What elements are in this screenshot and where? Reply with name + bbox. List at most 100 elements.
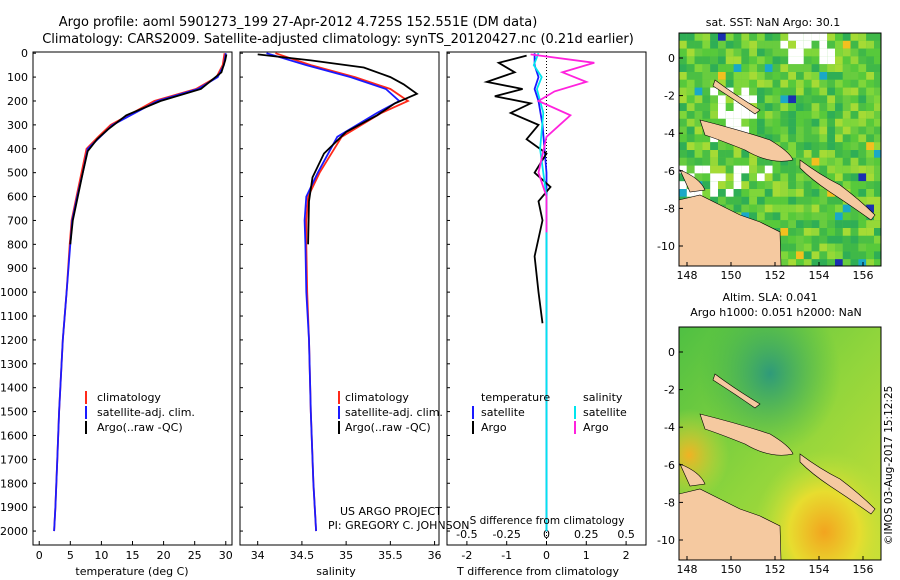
sst-cell [819, 64, 828, 72]
sst-cell [796, 220, 804, 228]
sst-cell [827, 87, 835, 96]
sst-cell [741, 118, 750, 127]
sst-cell [858, 165, 867, 174]
sst-cell [718, 33, 726, 41]
sst-cell [788, 204, 796, 213]
sst-cell [866, 33, 874, 41]
sst-cell [788, 150, 796, 158]
sst-cell [819, 79, 828, 88]
sla-map-title1: Altim. SLA: 0.041 [722, 291, 817, 304]
sst-cell [874, 204, 881, 213]
sst-cell [811, 259, 820, 266]
sst-cell [741, 189, 750, 197]
sst-cell [835, 134, 843, 143]
sst-cell [710, 142, 718, 150]
x-tick-label: 34.5 [290, 549, 315, 562]
depth-tick-label: 400 [7, 143, 28, 156]
sst-cell [835, 48, 843, 57]
sst-map-axes: 148 150 152 154 156 0 -2 -4 -6 -8 -10 [657, 52, 873, 282]
sst-cell [874, 157, 881, 166]
sst-cell [803, 212, 812, 221]
sst-cell [694, 72, 703, 80]
sst-cell [710, 150, 718, 158]
sst-cell [858, 228, 867, 236]
sst-cell [764, 48, 773, 57]
sst-cell [725, 150, 734, 158]
sst-cell [710, 95, 718, 104]
sst-cell [710, 87, 718, 96]
x-tick-label: 30 [219, 549, 233, 562]
sst-cell [819, 157, 828, 166]
sst-cell [764, 220, 773, 228]
salinity-x-axis: 34 34.5 35 35.5 36 [251, 541, 442, 562]
sst-cell [796, 126, 804, 135]
legend-temperature-title: temperature [481, 391, 550, 404]
sst-cell [718, 189, 726, 197]
sst-cell [827, 150, 835, 158]
sla-map: 148 150 152 154 156 0 -2 -4 -6 -8 -10 [657, 326, 882, 576]
sst-cell [702, 87, 711, 96]
sst-cell [764, 118, 773, 127]
sst-cell [858, 181, 867, 189]
sst-cell [718, 181, 726, 189]
sst-cell [858, 212, 867, 221]
sst-cell [835, 220, 843, 228]
land-fragment [679, 463, 706, 487]
sst-cell [725, 79, 734, 88]
sst-cell [796, 56, 804, 65]
sst-cell [679, 126, 687, 135]
lon-tick-label: 154 [809, 563, 830, 576]
sst-cell [725, 40, 734, 49]
sst-cell [803, 157, 812, 166]
depth-tick-label: 1400 [0, 382, 28, 395]
sst-cell [764, 134, 773, 143]
sst-cell [780, 87, 789, 96]
sst-cell [858, 259, 867, 266]
sst-cell [686, 111, 695, 119]
x-tick-label: 35.5 [378, 549, 403, 562]
sst-cell [803, 79, 812, 88]
sst-cell [725, 33, 734, 41]
temperature-legend: climatology satellite-adj. clim. Argo(..… [85, 391, 195, 434]
sst-cell [858, 220, 867, 228]
sst-cell [835, 40, 843, 49]
sst-cell [741, 157, 750, 166]
sst-cell [757, 118, 765, 127]
sst-cell [866, 173, 874, 182]
sst-cell [811, 134, 820, 143]
sst-cell [842, 157, 851, 166]
sst-cell [811, 87, 820, 96]
sst-cell [757, 111, 765, 119]
sst-cell [842, 79, 851, 88]
sst-cell [772, 111, 781, 119]
sst-cell [796, 150, 804, 158]
sst-cell [788, 79, 796, 88]
sst-cell [835, 228, 843, 236]
sst-cell [803, 48, 812, 57]
sst-cell [874, 48, 881, 57]
sst-cell [874, 118, 881, 127]
sst-cell [866, 196, 874, 205]
sst-cell [702, 103, 711, 111]
sst-cell [741, 126, 750, 135]
sst-cell [803, 134, 812, 143]
sst-cell [772, 33, 781, 41]
sst-cell [780, 126, 789, 135]
sst-cell [796, 181, 804, 189]
sst-cell [835, 173, 843, 182]
sst-cell [679, 165, 687, 174]
sst-cell [679, 95, 687, 104]
sst-cell [835, 126, 843, 135]
x-tick-label: 25 [188, 549, 202, 562]
salinity-xlabel: salinity [316, 565, 356, 578]
sst-cell [850, 181, 859, 189]
sst-cell [749, 181, 757, 189]
x-tick-label: 34 [251, 549, 265, 562]
sst-cell [686, 150, 695, 158]
sst-cell [858, 157, 867, 166]
sst-cell [842, 173, 851, 182]
lon-tick-label: 150 [721, 269, 742, 282]
sst-cell [858, 56, 867, 65]
lat-tick-label: -6 [664, 459, 675, 472]
sst-cell [725, 103, 734, 111]
